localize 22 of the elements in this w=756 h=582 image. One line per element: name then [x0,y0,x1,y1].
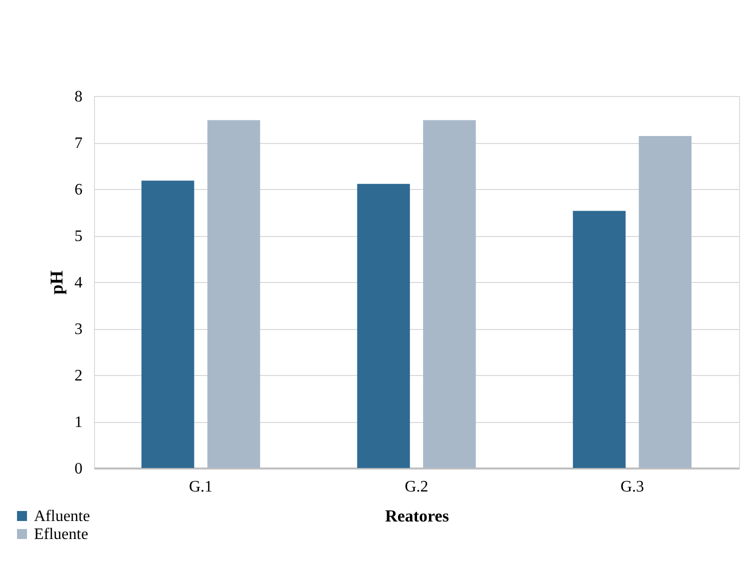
x-tick-label: G.3 [620,478,644,496]
bar [572,210,626,468]
y-tick-label: 8 [74,88,82,106]
bar [141,180,194,468]
y-tick-label: 3 [74,321,82,338]
y-tick-label: 6 [74,182,82,198]
y-tick-label: 4 [74,274,82,292]
bar [357,184,410,468]
bar [423,120,476,468]
y-tick-label: 1 [74,414,82,431]
bar [638,136,692,468]
legend-label: Afluente [34,508,90,525]
y-tick-label: 0 [74,460,82,478]
x-axis-title: Reatores [385,506,450,526]
y-tick-label: 5 [74,228,82,245]
y-axis-title: pH [46,270,66,295]
y-tick-label: 2 [74,368,82,384]
x-tick-label: G.2 [404,478,428,496]
bar [207,120,260,468]
legend-label: Efluente [34,526,88,543]
y-tick-label: 7 [74,135,82,152]
x-tick-label: G.1 [189,478,213,496]
